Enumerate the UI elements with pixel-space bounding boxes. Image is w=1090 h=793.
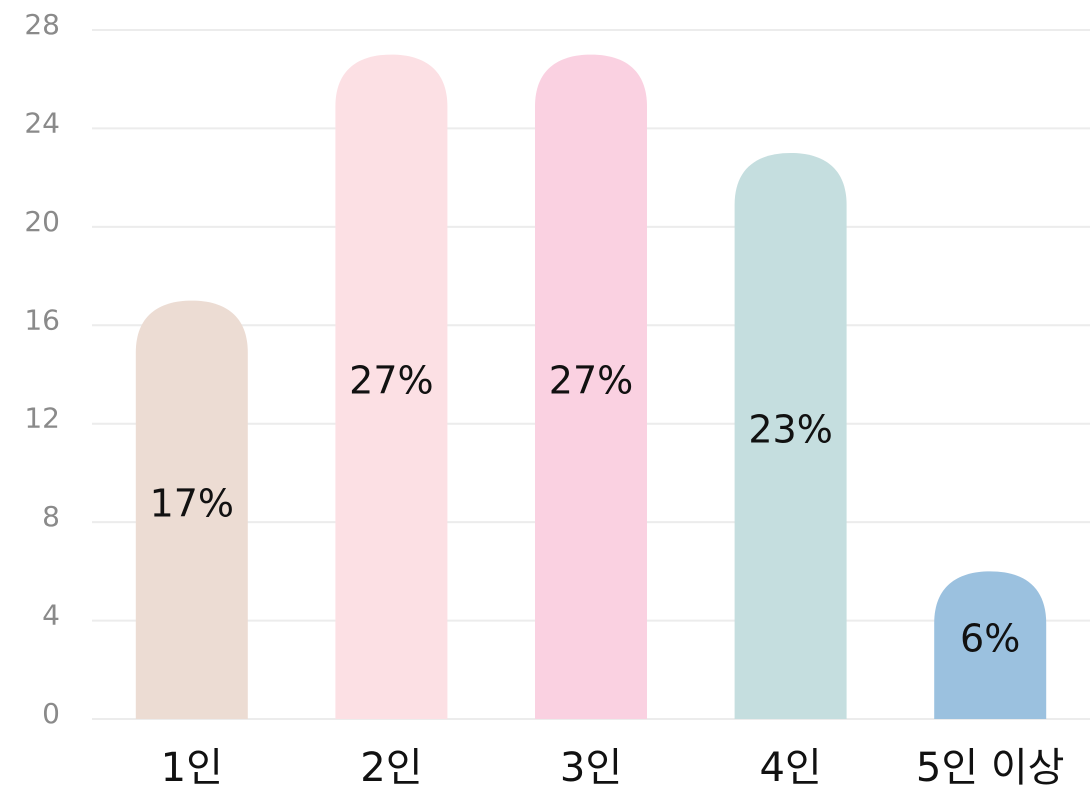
value-label: 17% bbox=[150, 481, 234, 525]
x-tick-label: 2인 bbox=[360, 745, 422, 791]
x-tick-label: 4인 bbox=[759, 745, 821, 791]
value-label: 23% bbox=[748, 408, 832, 452]
x-tick-label: 1인 bbox=[161, 745, 223, 791]
bar bbox=[734, 153, 847, 720]
bar bbox=[335, 54, 448, 720]
y-tick-label: 20 bbox=[24, 205, 60, 238]
y-tick-label: 12 bbox=[24, 402, 60, 435]
value-label: 6% bbox=[960, 617, 1020, 661]
bar bbox=[135, 300, 248, 719]
value-label: 27% bbox=[549, 358, 633, 402]
value-label: 27% bbox=[349, 358, 433, 402]
x-tick-label: 3인 bbox=[560, 745, 622, 791]
y-tick-label: 8 bbox=[42, 500, 60, 533]
bar bbox=[535, 54, 647, 720]
x-tick-label: 5인 이상 bbox=[916, 745, 1065, 791]
y-tick-label: 28 bbox=[24, 8, 60, 41]
y-tick-label: 24 bbox=[24, 106, 60, 139]
y-tick-label: 4 bbox=[42, 599, 60, 632]
y-tick-label: 0 bbox=[42, 697, 60, 730]
y-tick-label: 16 bbox=[24, 303, 60, 336]
bar bbox=[934, 571, 1047, 719]
